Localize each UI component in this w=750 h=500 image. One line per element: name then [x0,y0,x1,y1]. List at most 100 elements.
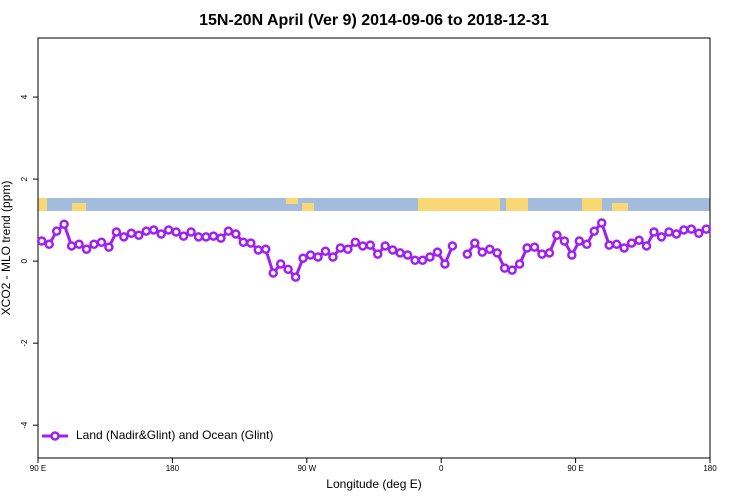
data-point [111,227,122,237]
data-point [134,230,144,241]
land-patch [72,203,86,211]
data-point [686,224,697,234]
data-point [298,253,308,264]
y-tick-label: -2 [20,339,29,347]
data-point [649,227,659,237]
data-point [567,250,577,260]
data-point [372,249,383,259]
data-point [425,252,435,262]
data-point [283,264,293,275]
data-point [664,227,674,237]
data-point [529,242,540,252]
data-point [596,218,607,228]
data-point [231,229,241,239]
data-point [417,255,428,266]
data-point [679,225,689,235]
y-tick-label: -4 [20,421,29,429]
data-point [208,231,219,241]
x-tick-label: 90 E [567,464,583,473]
land-patch [506,198,528,211]
data-point [410,255,420,266]
data-point [656,232,667,242]
data-point [626,238,637,248]
data-point [96,237,107,248]
plot-frame [37,37,711,459]
data-point [514,259,525,269]
x-tick-label: 0 [439,464,444,473]
data-point [671,229,682,239]
legend-marker [50,431,60,441]
data-point [470,238,480,248]
data-point [701,224,712,234]
data-point [395,248,405,258]
data-point [104,242,114,252]
land-patch [286,198,298,204]
data-point [201,232,211,242]
data-point [552,230,562,241]
data-point [380,241,390,251]
land-patch [582,198,602,211]
x-tick-label: 90 E [30,464,46,473]
land-patch [612,203,628,211]
x-tick-label: 180 [703,464,717,473]
data-point [559,236,570,246]
data-point [522,243,532,253]
land-patch [418,198,500,211]
data-point [694,228,704,238]
legend-label: Land (Nadir&Glint) and Ocean (Glint) [76,428,273,442]
data-point [343,244,353,254]
data-point [260,244,271,254]
data-point [171,227,181,237]
data-point [611,239,622,250]
data-point [544,248,555,258]
data-point [186,227,196,237]
data-point [163,225,174,235]
ocean-strip [38,198,710,211]
data-point [432,247,443,257]
data-point [447,241,458,251]
data-point [59,219,69,229]
data-point [268,268,278,278]
data-point [462,249,473,259]
data-point [313,252,323,262]
land-patch [302,203,314,211]
data-point [604,240,614,250]
data-point [574,236,585,246]
data-point [402,250,413,260]
chart-title: 15N-20N April (Ver 9) 2014-09-06 to 2018… [199,12,549,29]
data-point [335,243,346,253]
data-point [589,226,600,236]
data-point [484,244,495,254]
data-point [328,252,338,262]
data-point [358,241,368,251]
data-point [320,246,331,257]
data-point [119,232,129,242]
data-point [36,236,47,246]
y-tick-label: 4 [20,94,29,99]
data-point [499,263,510,273]
data-point [507,265,517,275]
x-axis-label: Longitude (deg E) [326,477,421,491]
data-point [253,245,264,255]
y-axis-label: XCO2 - MLO trend (ppm) [0,181,13,316]
data-point [477,247,488,257]
data-point [275,259,286,269]
data-point [305,250,316,260]
data-point [634,235,644,245]
data-point [81,244,92,254]
y-tick-label: 2 [20,176,29,181]
data-point [365,240,376,250]
data-point [350,237,361,248]
data-point [492,248,502,258]
x-tick-label: 90 W [297,464,316,473]
y-tick-label: 0 [20,258,29,263]
data-point [537,249,547,259]
data-point [216,233,226,243]
data-point [156,229,166,239]
data-point [246,238,256,248]
data-point [51,226,62,236]
land-patch [38,198,47,211]
data-point [126,228,137,238]
data-point [66,241,77,251]
